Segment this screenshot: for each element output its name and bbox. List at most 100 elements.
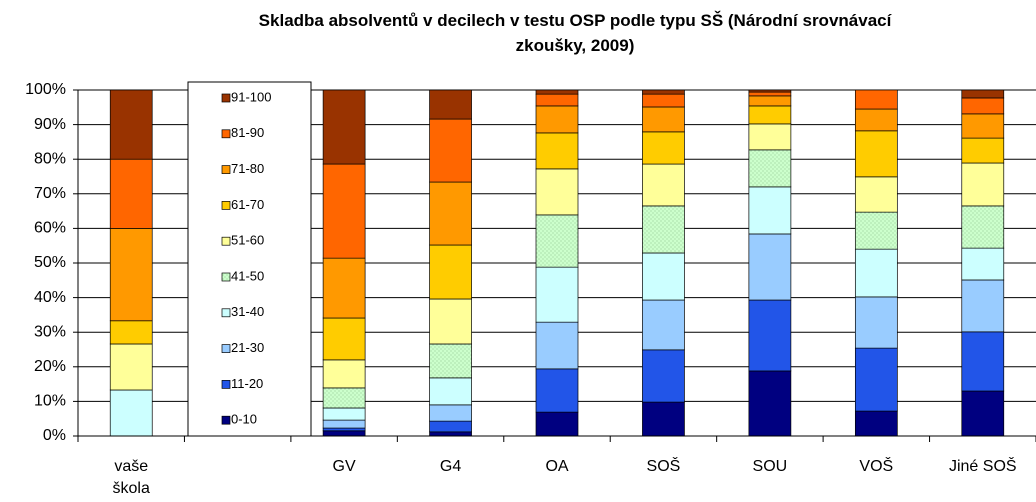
legend-label: 41-50 <box>231 268 264 283</box>
bar-segment <box>854 410 898 437</box>
bar-segment <box>748 370 792 437</box>
legend-swatch <box>221 165 231 174</box>
bar-segment <box>642 401 685 437</box>
legend-swatch <box>221 272 231 282</box>
bar-segment <box>322 419 366 429</box>
bar-segment <box>322 317 366 361</box>
bar-segment <box>961 162 1005 207</box>
bar-segment <box>961 137 1005 164</box>
bar-segment <box>535 132 579 170</box>
y-tick-label: 100% <box>25 81 66 98</box>
bar-segment <box>748 149 792 188</box>
bar-segment <box>748 91 792 97</box>
bar-segment <box>429 118 472 183</box>
bar-segment <box>642 93 685 108</box>
bar-segment <box>429 377 472 406</box>
bar-segment <box>961 113 1005 139</box>
legend-swatch <box>221 201 231 210</box>
bar-segment <box>961 89 1005 99</box>
bar-segment <box>748 95 792 107</box>
bar-segment <box>429 298 472 345</box>
bar-segment <box>642 106 685 133</box>
bar-segment <box>109 158 153 229</box>
bar-segment <box>854 296 898 349</box>
bar-segment <box>429 431 472 437</box>
y-tick-label: 60% <box>34 220 66 237</box>
bar-segment <box>535 89 579 95</box>
legend-label: 0-10 <box>231 412 257 427</box>
bar-segment <box>322 359 366 389</box>
bar-segment <box>109 320 153 345</box>
legend-swatch <box>221 344 231 353</box>
bar-segment <box>429 181 472 246</box>
x-tick-label: vaše škola <box>112 458 150 497</box>
bar-segment <box>961 205 1005 249</box>
bar-segment <box>322 89 366 165</box>
legend-swatch <box>221 93 231 103</box>
bar-segment <box>535 93 579 107</box>
bar-segment <box>109 343 153 391</box>
legend-label: 81-90 <box>231 125 264 140</box>
bar-segment <box>748 299 792 372</box>
bar-segment <box>109 228 153 322</box>
legend-box <box>187 81 312 437</box>
legend-label: 61-70 <box>231 197 264 212</box>
y-tick-label: 40% <box>34 289 66 306</box>
legend-swatch <box>221 415 231 425</box>
legend-label: 71-80 <box>231 161 264 176</box>
legend-swatch <box>221 236 231 246</box>
bar-segment <box>322 163 366 259</box>
bar-segment <box>109 389 153 437</box>
y-tick-label: 90% <box>34 116 66 133</box>
x-tick-label: SOU <box>752 458 788 475</box>
y-tick-label: 50% <box>34 254 66 271</box>
bar-segment <box>642 131 685 165</box>
bar-segment <box>642 349 685 403</box>
bar-segment <box>535 168 579 216</box>
bar-segment <box>429 89 472 120</box>
bar-segment <box>535 266 579 323</box>
bar-segment <box>748 233 792 301</box>
x-tick-label: OA <box>545 458 569 475</box>
bar-segment <box>535 411 579 437</box>
x-tick-label: G4 <box>439 458 462 475</box>
bar-segment <box>748 89 792 93</box>
bar-segment <box>535 368 579 413</box>
y-tick-label: 20% <box>34 358 66 375</box>
bar-segment <box>322 407 366 421</box>
legend-swatch <box>221 380 231 389</box>
bar-segment <box>429 404 472 422</box>
y-tick-label: 0% <box>43 427 66 444</box>
bar-segment <box>322 430 366 437</box>
legend-label: 31-40 <box>231 304 264 319</box>
bar-segment <box>109 89 153 160</box>
bar-segment <box>642 163 685 207</box>
bar-segment <box>535 321 579 370</box>
bar-segment <box>642 252 685 301</box>
bar-segment <box>854 130 898 178</box>
y-tick-label: 70% <box>34 185 66 202</box>
chart-title: Skladba absolventů v decilech v testu OS… <box>258 11 892 55</box>
bar-segment <box>854 347 898 412</box>
bar-segment <box>748 105 792 125</box>
legend-swatch <box>221 129 231 139</box>
bar-segment <box>535 105 579 134</box>
bar-segment <box>429 244 472 300</box>
bar-segment <box>854 211 898 250</box>
bar-segment <box>961 279 1005 333</box>
legend-label: 21-30 <box>231 340 264 355</box>
bar-segment <box>748 123 792 151</box>
x-tick-label: SOŠ <box>646 458 681 475</box>
y-tick-label: 80% <box>34 150 66 167</box>
x-tick-label: VOŠ <box>859 458 894 475</box>
bar-segment <box>961 331 1005 392</box>
legend-swatch <box>221 308 231 318</box>
bar-segment <box>322 387 366 409</box>
bar-segment <box>748 186 792 235</box>
bar-segment <box>322 427 366 432</box>
bar-segment <box>322 257 366 319</box>
bar-segment <box>854 108 898 132</box>
legend-label: 11-20 <box>231 376 263 391</box>
